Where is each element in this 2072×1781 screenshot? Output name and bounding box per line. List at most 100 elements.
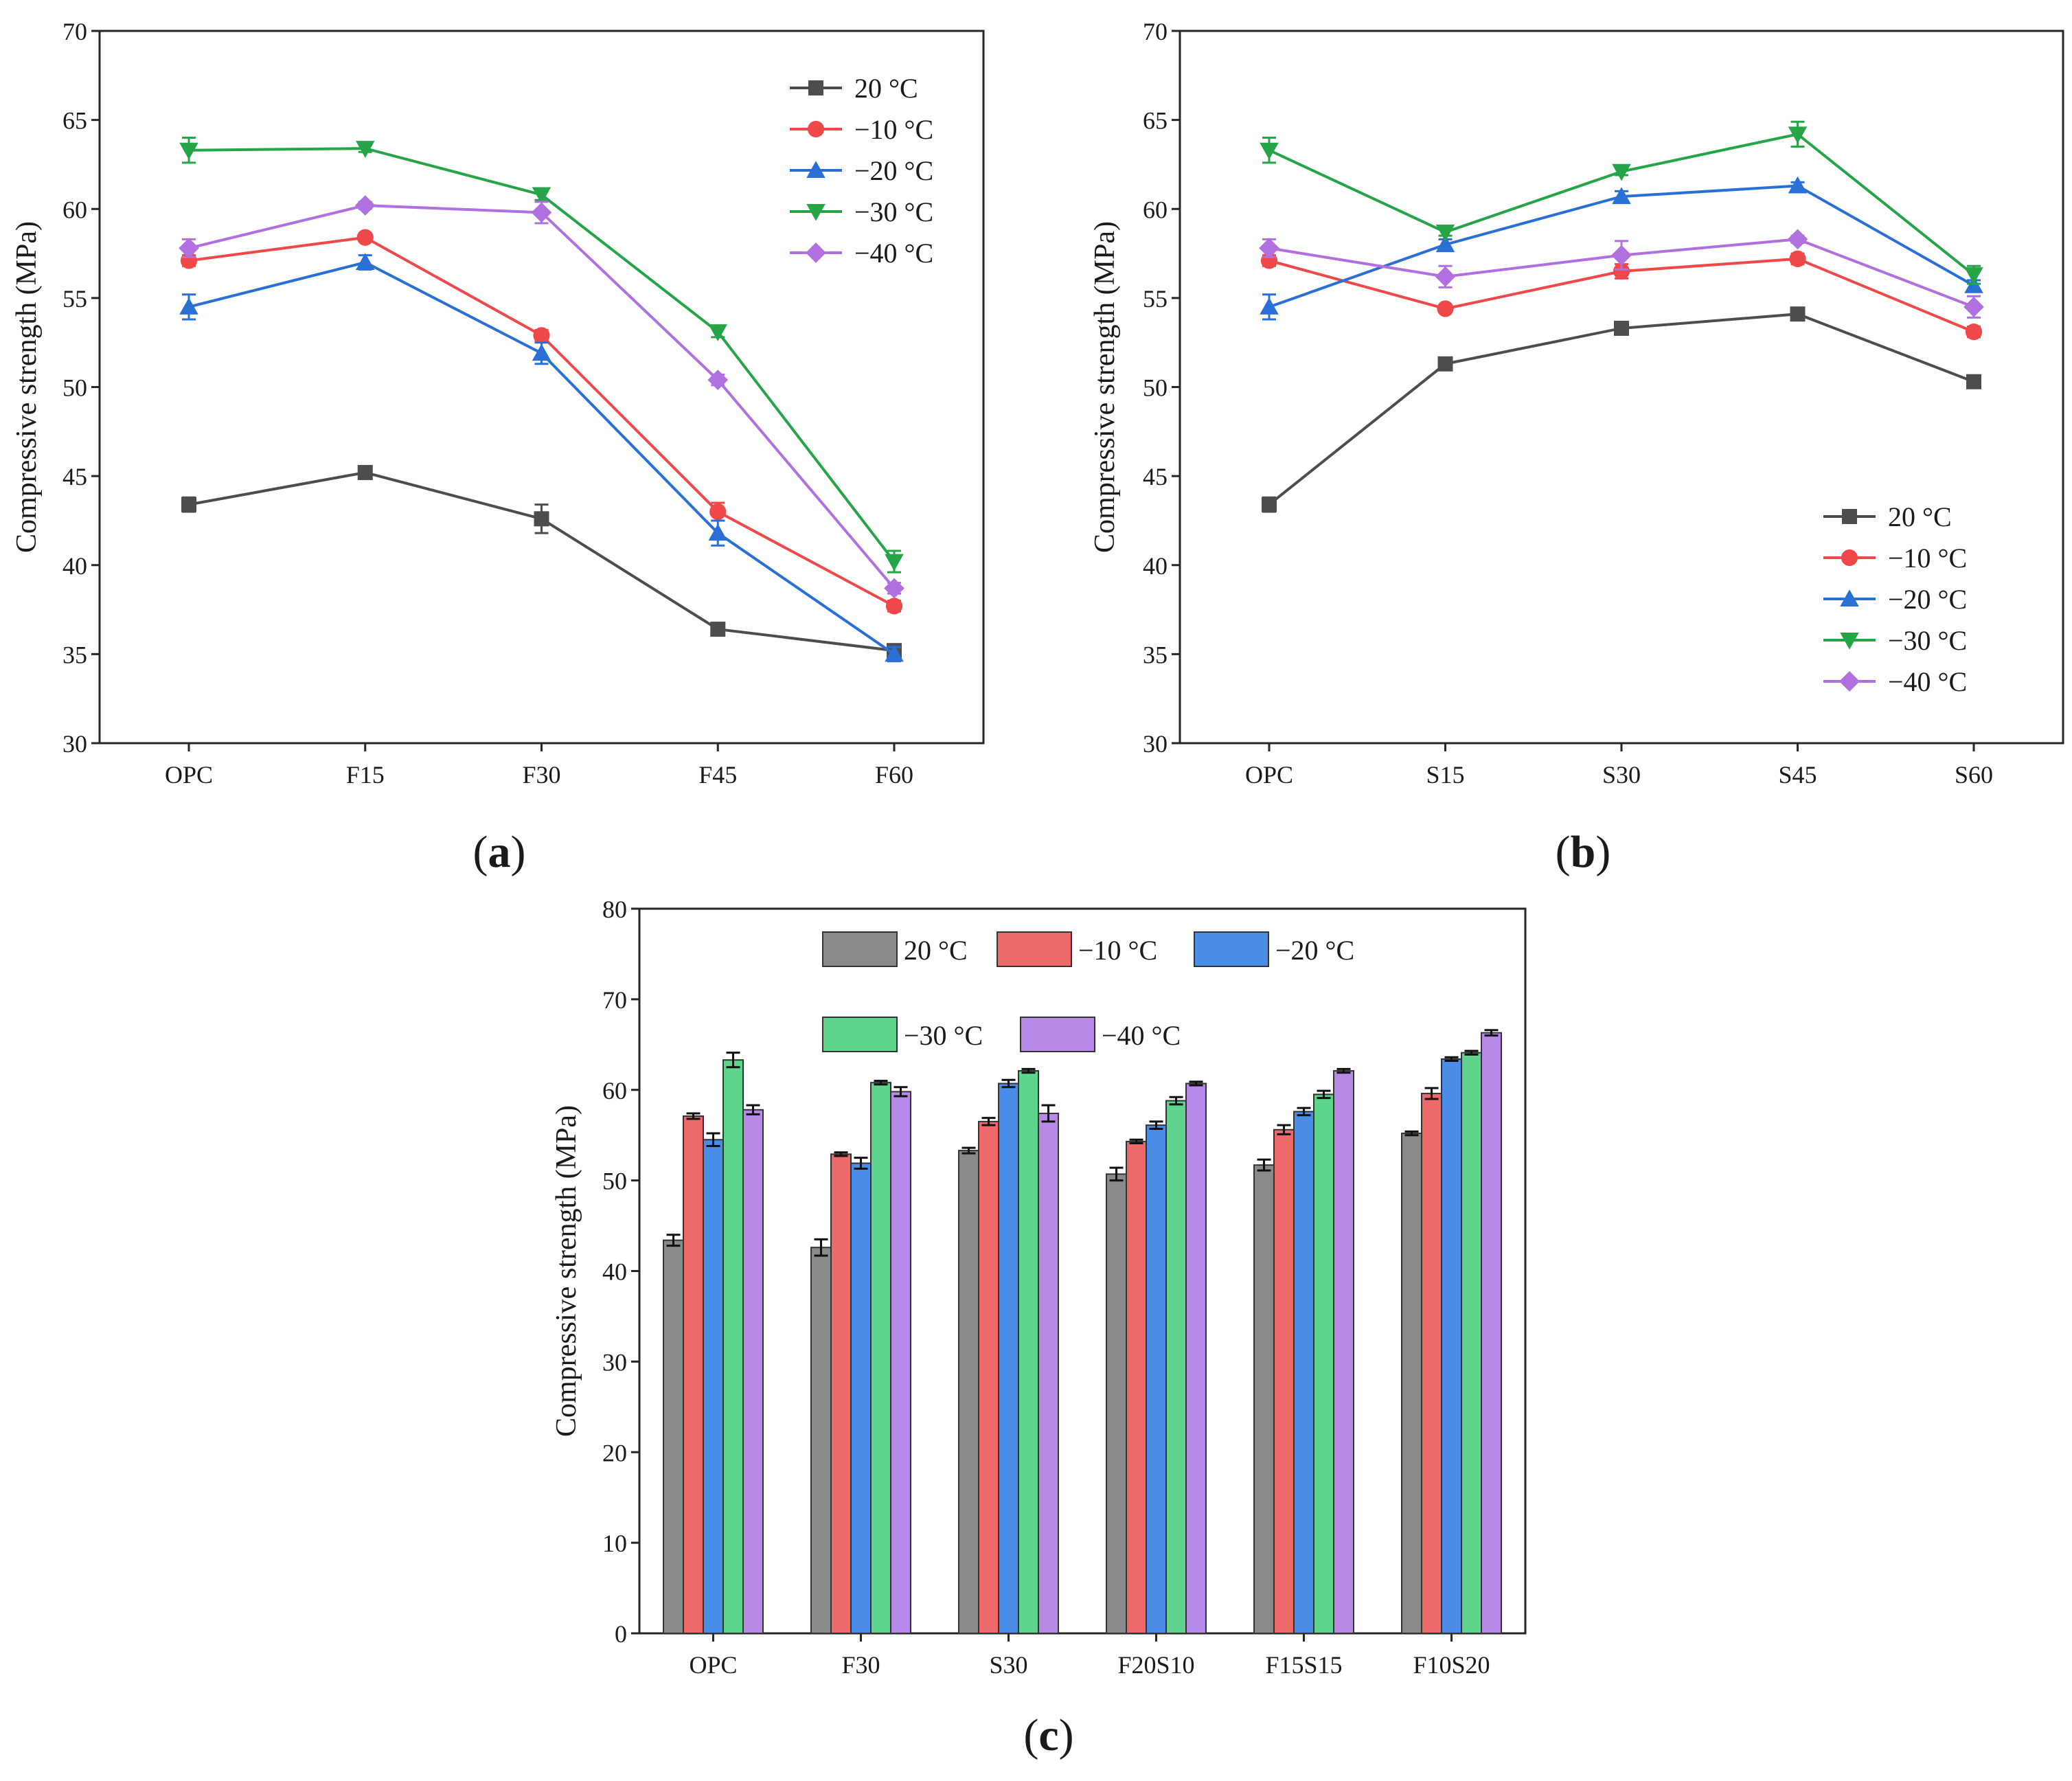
panel-c-bar	[742, 1109, 764, 1634]
panel-a-y-tick-label: 50	[62, 374, 87, 402]
panel-c-legend-label: −40 °C	[1102, 1020, 1181, 1051]
panel-a-y-tick-label: 40	[62, 552, 87, 580]
panel-a-series-20-c	[181, 464, 902, 659]
panel-c-legend-item-minus30-c: −30 °C	[822, 1017, 983, 1052]
panel-c-bar	[1441, 1058, 1462, 1634]
panel-a-data-point	[709, 503, 727, 521]
panel-a-legend-item-20-c: 20 °C	[790, 73, 918, 104]
panel-a-series-minus40-c	[179, 195, 904, 599]
panel-a-y-tick-label: 65	[62, 107, 87, 135]
panel-b-x-tick-label-s45: S45	[1778, 761, 1817, 789]
panel-b-y-tick-label: 70	[1143, 18, 1168, 45]
panel-c-bar	[1126, 1140, 1147, 1634]
panel-c-legend-swatch	[822, 1017, 898, 1052]
panel-c-y-tick-label: 40	[602, 1258, 627, 1286]
panel-a-plot-frame	[98, 30, 985, 745]
panel-c-bar	[1421, 1093, 1442, 1634]
panel-c-legend-label: −10 °C	[1078, 935, 1157, 966]
panel-c-y-tick-label: 70	[602, 986, 627, 1014]
panel-a-legend-label: −40 °C	[854, 238, 933, 269]
panel-b-data-point	[1964, 267, 1983, 284]
panel-b-data-point	[1435, 235, 1455, 253]
panel-c-bar	[1273, 1128, 1295, 1634]
panel-c-bar	[1253, 1164, 1275, 1635]
panel-b-x-tick-label-s30: S30	[1602, 761, 1641, 789]
panel-c-bar	[998, 1082, 1019, 1635]
panel-c-bar	[890, 1091, 911, 1634]
panel-a-data-point	[532, 343, 551, 361]
panel-b-legend-marker	[1841, 549, 1858, 567]
panel-a-data-point	[179, 297, 198, 315]
panel-a-legend-marker	[806, 242, 826, 263]
panel-c-y-tick-label: 0	[615, 1620, 627, 1648]
panel-a-y-tick-label: 70	[62, 18, 87, 45]
panel-b-data-point	[1614, 320, 1629, 336]
panel-a-x-tick-label-f15: F15	[346, 761, 385, 789]
panel-b-legend-item-minus10-c: −10 °C	[1823, 543, 1967, 574]
panel-a-data-point	[179, 238, 199, 259]
panel-b-legend-item-minus30-c: −30 °C	[1823, 625, 1967, 656]
panel-c-bar	[810, 1247, 832, 1634]
panel-a-data-point	[356, 141, 375, 158]
panel-c-x-tick-label-f30: F30	[841, 1651, 880, 1679]
panel-a-y-tick-label: 35	[62, 641, 87, 668]
panel-a-legend-marker	[806, 161, 826, 178]
panel-b-data-point	[1966, 374, 1981, 389]
panel-c-legend-swatch	[1020, 1017, 1095, 1052]
panel-a-series-line	[188, 260, 896, 656]
panel-c-legend-swatch	[997, 931, 1072, 967]
panel-a-legend-marker	[806, 204, 826, 221]
panel-c-bar	[1018, 1070, 1039, 1634]
panel-b-legend-marker	[1842, 509, 1857, 524]
panel-c-bar	[1401, 1133, 1422, 1635]
panel-b-data-point	[1260, 297, 1279, 315]
panel-c-bar	[683, 1115, 704, 1634]
panel-b-data-point	[1788, 176, 1808, 194]
panel-c-legend-item-minus40-c: −40 °C	[1020, 1017, 1181, 1052]
panel-a-data-point	[885, 598, 903, 615]
panel-b-data-point	[1435, 224, 1455, 242]
panel-b-data-point	[1789, 250, 1806, 267]
panel-a-y-tick-label: 45	[62, 463, 87, 490]
panel-c-bar	[978, 1120, 999, 1634]
panel-b-data-point	[1611, 245, 1632, 266]
panel-b-series-minus30-c	[1260, 120, 1983, 285]
panel-b-series-20-c	[1262, 306, 1981, 513]
panel-a-data-point	[179, 142, 198, 160]
panel-c-bar	[958, 1150, 979, 1634]
panel-c-bar	[1293, 1111, 1314, 1634]
panel-a-series-minus20-c	[179, 253, 904, 663]
panel-b-y-tick-label: 60	[1143, 196, 1168, 223]
panel-b-x-tick-label-s15: S15	[1426, 761, 1464, 789]
panel-b-legend-marker	[1840, 589, 1859, 606]
panel-c-bar	[1481, 1032, 1502, 1634]
panel-c-bar	[1106, 1173, 1127, 1635]
panel-label-b: (b)	[1556, 827, 1611, 877]
panel-c-legend-swatch	[1194, 931, 1269, 967]
panel-c-bar-chart: 0 10 20 30 40 50 60 70 80 Compressive strength (M…	[551, 896, 1527, 1679]
panel-c-bar	[1165, 1100, 1187, 1634]
panel-b-data-point	[1437, 356, 1453, 372]
panel-b-data-point	[1259, 238, 1279, 259]
panel-c-series-20-c	[663, 1130, 1422, 1635]
panel-b-y-tick-label: 40	[1143, 552, 1168, 580]
panel-a-data-point	[885, 644, 904, 662]
panel-c-legend-item-20-c: 20 °C	[822, 931, 968, 967]
panel-b-data-point	[1612, 163, 1631, 181]
panel-c-y-tick-label: 60	[602, 1077, 627, 1104]
panel-a-data-point	[533, 327, 550, 344]
panel-c-x-tick-label-f10s20: F10S20	[1413, 1651, 1490, 1679]
panel-a-data-point	[531, 202, 552, 223]
panel-a-x-tick-label-f60: F60	[875, 761, 913, 789]
panel-label-a: (a)	[473, 827, 526, 877]
panel-a-legend-label: 20 °C	[854, 73, 918, 104]
panel-b-y-tick-label: 45	[1143, 463, 1168, 490]
panel-c-x-tick-label-opc: OPC	[689, 1651, 737, 1679]
panel-a-legend-item-minus20-c: −20 °C	[790, 155, 933, 186]
panel-b-data-point	[1613, 262, 1630, 280]
panel-c-y-axis-title: Compressive strength (MPa)	[551, 1105, 582, 1437]
panel-a-y-tick-label: 60	[62, 196, 87, 223]
panel-c-y-tick-label: 50	[602, 1168, 627, 1195]
panel-c-x-tick-label-f15s15: F15S15	[1265, 1651, 1342, 1679]
